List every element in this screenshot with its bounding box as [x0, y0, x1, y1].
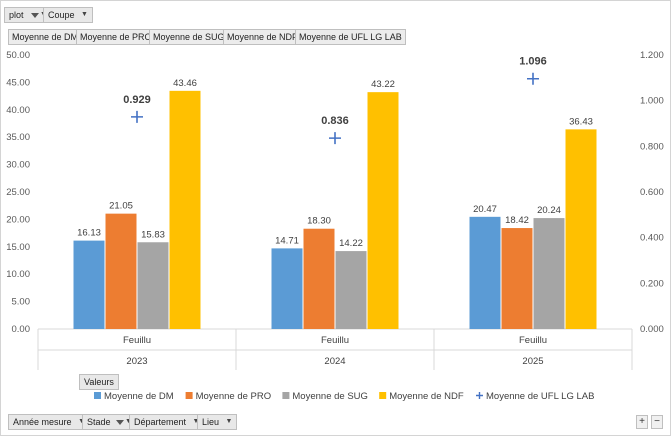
legend-swatch — [185, 392, 193, 399]
field-tab-sug[interactable]: Moyenne de SUG — [149, 29, 229, 45]
legend-label: Moyenne de SUG — [292, 391, 368, 402]
scatter-data-label: 0.929 — [123, 94, 151, 106]
y-left-tick-label: 20.00 — [6, 214, 30, 225]
bar — [533, 218, 565, 329]
scatter-data-label: 0.836 — [321, 115, 349, 127]
data-label: 20.47 — [473, 204, 497, 215]
bar — [501, 228, 533, 329]
filter-label-lieu: Lieu — [202, 417, 220, 427]
y-left-tick-label: 40.00 — [6, 105, 30, 116]
y-right-tick-label: 1.200 — [640, 50, 664, 61]
data-label: 14.22 — [339, 238, 363, 249]
legend-label: Moyenne de UFL LG LAB — [486, 391, 594, 402]
bar — [137, 242, 169, 329]
y-left-tick-label: 45.00 — [6, 77, 30, 88]
legend-label: Moyenne de PRO — [196, 391, 272, 402]
data-label: 18.30 — [307, 216, 331, 227]
filter-label-plot: plot — [9, 10, 24, 20]
y-left-tick-label: 35.00 — [6, 132, 30, 143]
data-label: 43.46 — [173, 78, 197, 89]
bar — [565, 129, 597, 329]
bar — [169, 90, 201, 329]
legend-marker — [476, 392, 483, 399]
data-label: 18.42 — [505, 215, 529, 226]
data-label: 15.83 — [141, 229, 165, 240]
filter-button-lieu[interactable]: Lieu ▼ — [197, 414, 238, 430]
data-label: 21.05 — [109, 201, 133, 212]
data-label: 16.13 — [77, 228, 101, 239]
filter-button-plot[interactable]: plot ▼ — [4, 7, 52, 23]
legend-swatch — [94, 392, 101, 399]
x-tick-label: Feuillu — [519, 335, 547, 346]
y-left-tick-label: 10.00 — [6, 269, 30, 280]
filter-label-coupe: Coupe — [48, 10, 75, 20]
y-right-tick-label: 0.000 — [640, 324, 664, 335]
y-right-tick-label: 0.800 — [640, 141, 664, 152]
chevron-down-icon: ▼ — [225, 418, 233, 425]
filter-button-departement[interactable]: Département ▼ — [129, 414, 205, 430]
bar — [367, 92, 399, 329]
filter-button-coupe[interactable]: Coupe ▼ — [43, 7, 93, 23]
y-left-tick-label: 0.00 — [12, 324, 31, 335]
bar — [469, 216, 501, 329]
y-left-tick-label: 15.00 — [6, 242, 30, 253]
y-left-tick-label: 25.00 — [6, 187, 30, 198]
legend-label: Moyenne de NDF — [389, 391, 464, 402]
x-tick-label: Feuillu — [123, 335, 151, 346]
zoom-in-button[interactable]: + — [636, 415, 648, 429]
data-label: 43.22 — [371, 79, 395, 90]
bar — [73, 240, 105, 329]
scatter-point — [329, 132, 341, 145]
field-tab-ufl[interactable]: Moyenne de UFL LG LAB — [295, 29, 406, 45]
data-label: 36.43 — [569, 116, 593, 127]
legend-swatch — [379, 392, 387, 399]
data-label: 14.71 — [275, 235, 299, 246]
y-left-tick-label: 50.00 — [6, 50, 30, 61]
filter-label-departement: Département — [134, 417, 187, 427]
y-left-tick-label: 30.00 — [6, 160, 30, 171]
y-right-tick-label: 0.600 — [640, 187, 664, 198]
field-tab-dm[interactable]: Moyenne de DM — [8, 29, 83, 45]
funnel-icon — [30, 8, 40, 22]
x-group-label: 2024 — [324, 356, 345, 367]
filter-label-annee: Année mesure — [13, 417, 72, 427]
bar — [303, 228, 335, 329]
bar — [335, 251, 367, 329]
x-group-label: 2023 — [126, 356, 147, 367]
zoom-out-button[interactable]: − — [651, 415, 663, 429]
legend-swatch — [282, 392, 290, 399]
chevron-down-icon: ▼ — [125, 415, 132, 429]
bar — [271, 248, 303, 329]
field-tab-ndf[interactable]: Moyenne de NDF — [223, 29, 302, 45]
scatter-point — [527, 72, 539, 85]
filter-label-stade: Stade — [87, 417, 111, 427]
chevron-down-icon: ▼ — [193, 415, 200, 429]
scatter-data-label: 1.096 — [519, 56, 547, 68]
chevron-down-icon: ▼ — [81, 11, 88, 18]
y-right-tick-label: 0.400 — [640, 233, 664, 244]
scatter-point — [131, 110, 143, 123]
bar — [105, 213, 137, 329]
values-button[interactable]: Valeurs — [79, 374, 119, 390]
y-right-tick-label: 0.200 — [640, 278, 664, 289]
plot-area: 0.00 5.00 10.00 15.00 20.00 25.00 30.00 35.00 40… — [6, 50, 664, 402]
data-label: 20.24 — [537, 205, 561, 216]
y-left-tick-label: 5.00 — [12, 297, 31, 308]
filter-button-stade[interactable]: Stade ▼ — [82, 414, 137, 430]
legend-label: Moyenne de DM — [104, 391, 174, 402]
funnel-icon — [115, 415, 125, 429]
x-group-label: 2025 — [522, 356, 543, 367]
chevron-down-icon: ▼ — [78, 415, 85, 429]
filter-button-annee-mesure[interactable]: Année mesure ▼ — [8, 414, 90, 430]
y-right-tick-label: 1.000 — [640, 96, 664, 107]
x-tick-label: Feuillu — [321, 335, 349, 346]
